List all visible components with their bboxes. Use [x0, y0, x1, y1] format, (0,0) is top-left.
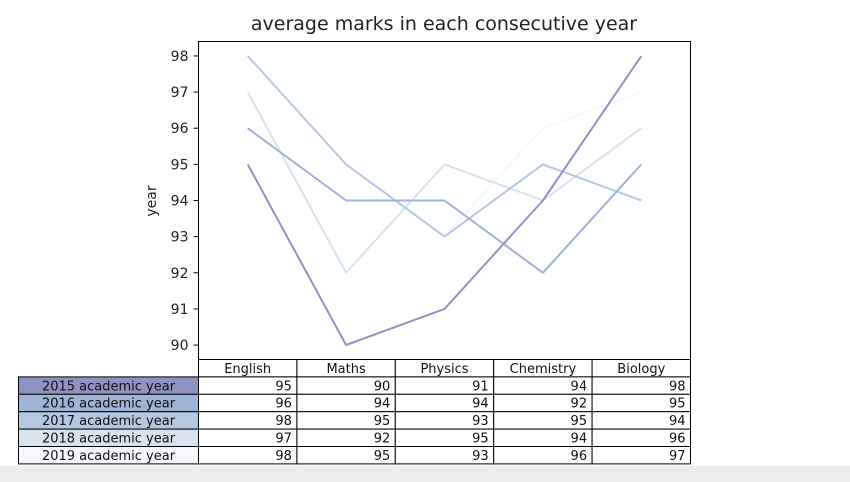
series-line [246, 55, 642, 238]
table-cell-value: 95 [669, 397, 686, 412]
table-cell-value: 92 [571, 397, 588, 412]
y-axis: 90 91 92 93 94 95 96 97 98 [171, 49, 199, 354]
series-lines [246, 55, 643, 346]
y-axis-label: year [144, 185, 160, 216]
table-cell-value: 92 [374, 432, 391, 447]
table-row-label: 2019 academic year [42, 449, 176, 464]
table-cell-value: 94 [472, 397, 489, 412]
table-cell-value: 95 [374, 414, 391, 429]
table-cell-value: 91 [472, 379, 489, 394]
y-tick-label: 90 [171, 338, 189, 354]
table-cell-value: 94 [669, 414, 686, 429]
y-tick-label: 98 [171, 49, 189, 65]
table-cell-value: 95 [472, 432, 489, 447]
table-cell-value: 95 [374, 449, 391, 464]
y-tick-label: 96 [171, 121, 189, 137]
data-table: English Maths Physics Chemistry Biology 2015 … [18, 359, 691, 465]
y-tick-label: 97 [171, 85, 189, 101]
table-cell [591, 446, 691, 465]
y-tick-label: 95 [171, 157, 189, 173]
series-line [246, 55, 643, 346]
y-tick-label: 94 [171, 194, 189, 210]
table-cell-value: 93 [472, 449, 489, 464]
series-line [246, 55, 642, 238]
table-row-label: 2017 academic year [42, 414, 176, 429]
table-header-label: Chemistry [510, 362, 577, 377]
y-tick-label: 91 [171, 302, 189, 318]
table-cell-value: 97 [275, 432, 292, 447]
table-cell-value: 97 [669, 449, 686, 464]
y-tick-label: 92 [171, 266, 189, 282]
chart-title: average marks in each consecutive year [251, 13, 637, 35]
table-cell-value: 98 [275, 449, 292, 464]
table-cell-value: 94 [374, 397, 391, 412]
series-line [247, 127, 643, 274]
y-tick-label: 93 [171, 230, 189, 246]
table-cell-value: 93 [472, 414, 489, 429]
table-cell-value: 96 [571, 449, 588, 464]
table-header-label: Maths [326, 362, 366, 377]
table-row-label: 2015 academic year [42, 379, 176, 394]
table-row-label: 2018 academic year [42, 432, 176, 447]
table-cell-value: 94 [571, 432, 588, 447]
table-cell-value: 90 [374, 379, 391, 394]
table-cell-value: 98 [669, 379, 686, 394]
table-cell-value: 94 [571, 379, 588, 394]
table-header-label: English [224, 362, 271, 377]
table-cell-value: 96 [669, 432, 686, 447]
table-header-label: Biology [617, 362, 665, 377]
bottom-strip [0, 466, 850, 482]
table-cell-value: 98 [275, 414, 292, 429]
table-cell-value: 95 [275, 379, 292, 394]
table-cell-value: 96 [275, 397, 292, 412]
table-row-label: 2016 academic year [42, 397, 176, 412]
series-line [246, 91, 642, 274]
table-cell-value: 95 [571, 414, 588, 429]
table-header-label: Physics [420, 362, 468, 377]
